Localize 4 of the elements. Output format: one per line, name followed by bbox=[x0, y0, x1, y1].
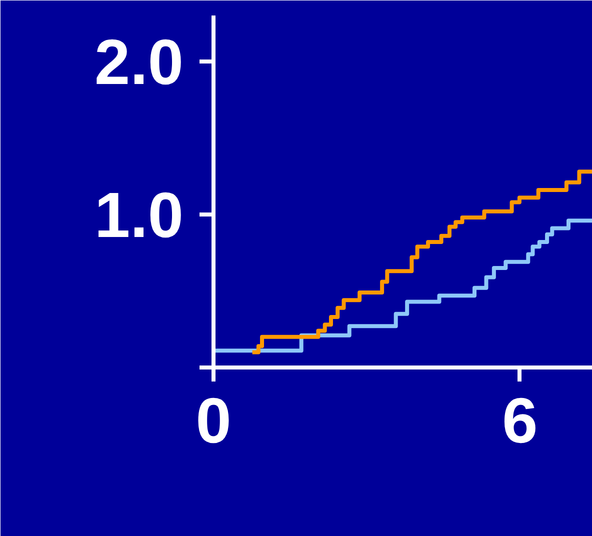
x-tick-label: 6 bbox=[502, 384, 538, 456]
y-tick-label: 2.0 bbox=[94, 26, 184, 98]
x-tick-label: 0 bbox=[196, 384, 232, 456]
y-tick-label: 1.0 bbox=[94, 178, 184, 251]
